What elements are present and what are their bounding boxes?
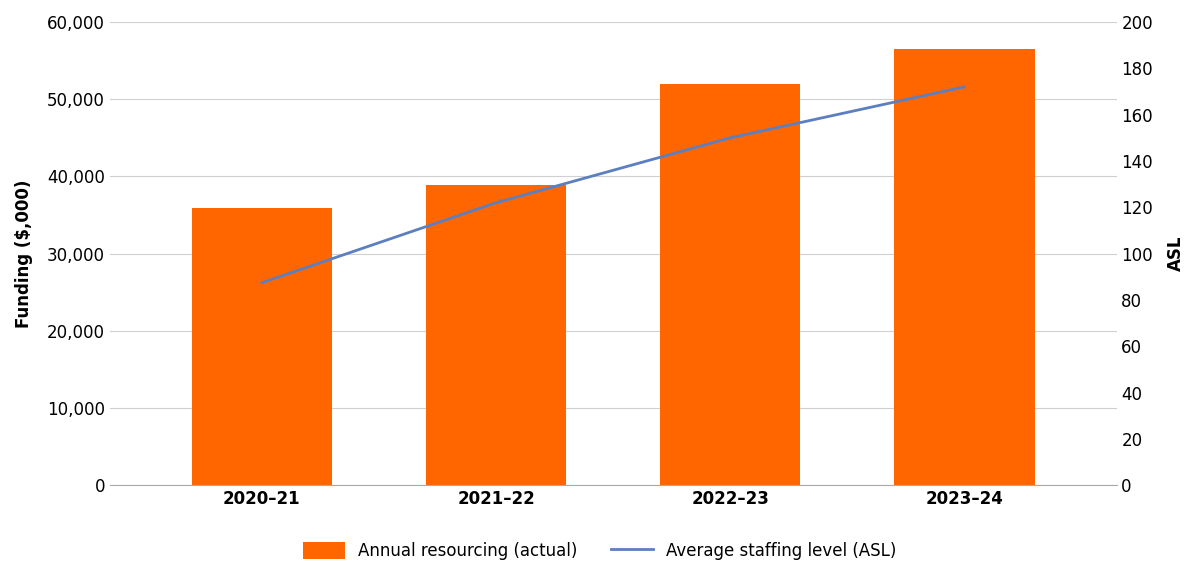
- Average staffing level (ASL): [958, 83, 972, 90]
- Average staffing level (ASL): [254, 279, 269, 286]
- Y-axis label: Funding ($,000): Funding ($,000): [14, 179, 32, 328]
- Average staffing level (ASL): [488, 200, 503, 206]
- Bar: [192, 208, 332, 485]
- Line: Average staffing level (ASL): Average staffing level (ASL): [262, 87, 965, 283]
- Legend: Annual resourcing (actual), Average staffing level (ASL): Annual resourcing (actual), Average staf…: [296, 535, 904, 567]
- Bar: [660, 85, 800, 485]
- Bar: [894, 49, 1034, 485]
- Y-axis label: ASL: ASL: [1166, 236, 1186, 271]
- Bar: [426, 185, 566, 485]
- Average staffing level (ASL): [722, 135, 737, 141]
